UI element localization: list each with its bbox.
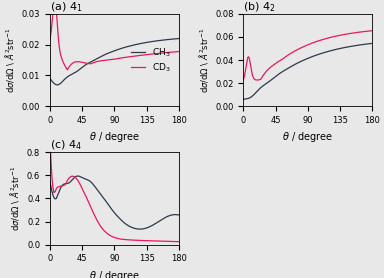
Y-axis label: d$\sigma$/d$\Omega$ \ $\AA^2$str$^{-1}$: d$\sigma$/d$\Omega$ \ $\AA^2$str$^{-1}$: [8, 166, 22, 231]
Y-axis label: d$\sigma$/d$\Omega$ \ $\AA^2$str$^{-1}$: d$\sigma$/d$\Omega$ \ $\AA^2$str$^{-1}$: [3, 28, 16, 93]
Text: (b) 4$_2$: (b) 4$_2$: [243, 0, 276, 14]
Legend: CH$_3$, CD$_3$: CH$_3$, CD$_3$: [127, 43, 174, 78]
X-axis label: $\theta$ / degree: $\theta$ / degree: [282, 130, 334, 145]
X-axis label: $\theta$ / degree: $\theta$ / degree: [89, 130, 140, 145]
Text: (a) 4$_1$: (a) 4$_1$: [50, 0, 83, 14]
X-axis label: $\theta$ / degree: $\theta$ / degree: [89, 269, 140, 278]
Text: (c) 4$_4$: (c) 4$_4$: [50, 139, 82, 152]
Y-axis label: d$\sigma$/d$\Omega$ \ $\AA^2$str$^{-1}$: d$\sigma$/d$\Omega$ \ $\AA^2$str$^{-1}$: [197, 28, 210, 93]
